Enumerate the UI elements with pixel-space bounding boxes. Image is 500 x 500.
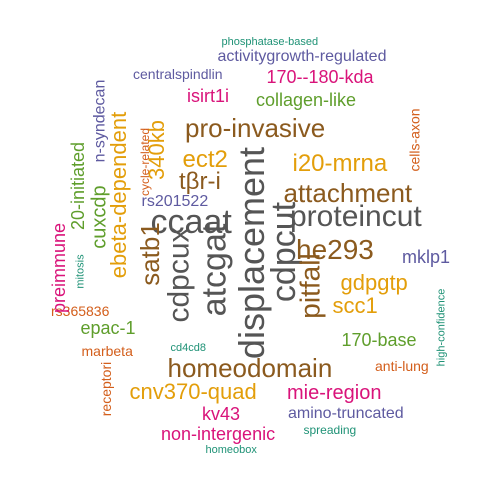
word-rs365836: rs365836 (51, 303, 110, 319)
word-phosphatase-based: phosphatase-based (221, 35, 319, 48)
word-he293: he293 (296, 234, 374, 265)
word-gdpgtp: gdpgtp (340, 270, 408, 295)
word-isirt1i: isirt1i (187, 86, 230, 106)
word-cd4cd8: cd4cd8 (170, 341, 206, 354)
word-scc1: scc1 (332, 293, 378, 318)
word-pitfall: pitfall (294, 253, 326, 319)
word-anti-lung: anti-lung (375, 358, 429, 374)
word-atcgat: atcgat (194, 223, 233, 317)
word-epac-1: epac-1 (80, 318, 136, 338)
word-centralspindlin: centralspindlin (133, 66, 223, 82)
word-cdpcux: cdpcux (162, 227, 196, 323)
word-tbr-i: tβr-i (179, 168, 221, 195)
word-mklp1: mklp1 (402, 247, 451, 267)
word-cells-axon: cells-axon (406, 108, 423, 172)
word-cnv370-quad: cnv370-quad (129, 379, 257, 404)
word-mie-region: mie-region (287, 382, 382, 404)
word-rs201522: rs201522 (141, 193, 209, 210)
word-spreading: spreading (303, 423, 357, 437)
word-cycle-related: cycle-related (138, 127, 153, 197)
word-receptori: receptori (98, 361, 115, 417)
word-mitosis: mitosis (74, 253, 87, 289)
word-kv43: kv43 (202, 404, 241, 424)
word-ccaat: ccaat (150, 203, 232, 241)
word-pro-invasive: pro-invasive (185, 113, 326, 143)
word-20-initiated: 20-initiated (68, 141, 89, 231)
word-amino-truncated: amino-truncated (288, 405, 404, 422)
word-homeodomain: homeodomain (167, 353, 333, 383)
word-satb1: satb1 (134, 222, 165, 286)
word-170-base: 170-base (341, 330, 417, 350)
word-homeobox: homeobox (205, 443, 257, 456)
word-ect2: ect2 (182, 146, 228, 173)
word-marbeta: marbeta (81, 343, 133, 359)
word-preimmune: preimmune (49, 222, 70, 314)
word-ebeta-dependent: ebeta-dependent (106, 111, 132, 279)
word-attachment: attachment (283, 178, 413, 208)
word-collagen-like: collagen-like (256, 90, 357, 110)
word-activitygrowth-regulated: activitygrowth-regulated (217, 48, 387, 65)
word-i20-mrna: i20-mrna (292, 150, 388, 177)
word-170-180-kda: 170--180-kda (266, 67, 374, 87)
word-proteincut: proteincut (290, 200, 422, 233)
word-high-confidence: high-confidence (435, 288, 448, 366)
word-non-intergenic: non-intergenic (161, 424, 276, 444)
